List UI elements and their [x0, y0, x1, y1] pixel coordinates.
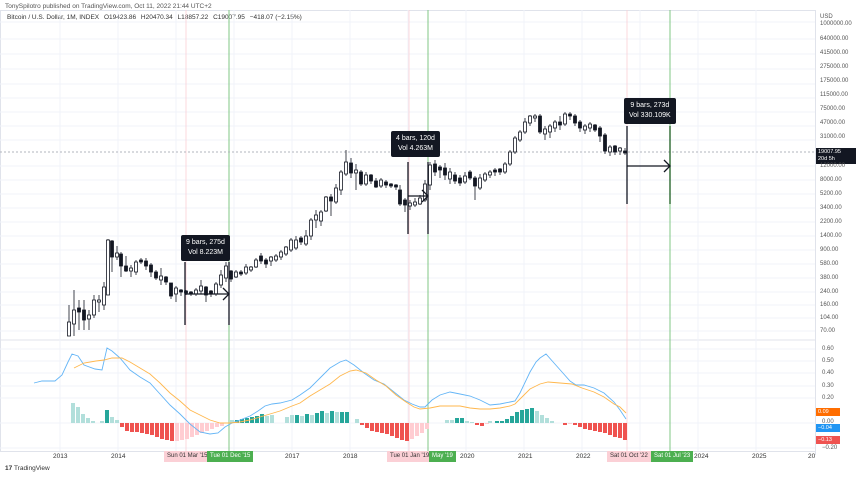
time-tick: 2022: [576, 453, 591, 460]
date-range-tool-1: [184, 262, 230, 325]
measurement-bars: 4 bars, 120d: [396, 135, 435, 142]
ohlc-change: −418.07 (−2.15%): [249, 14, 302, 21]
price-tick: 1000000.00: [820, 21, 852, 27]
price-tick: 115000.00: [820, 92, 848, 98]
price-tick: 12000.00: [820, 163, 846, 169]
price-tick: 5200.00: [820, 191, 842, 197]
current-price-tag: 19007.95 20d 5h: [816, 148, 856, 164]
macd-tick: 0.60: [822, 346, 834, 352]
measurement-box-2: 4 bars, 120d Vol 4.263M: [391, 131, 440, 157]
time-tick: 2017: [285, 453, 300, 460]
macd-tick: 0.40: [822, 370, 834, 376]
date-range-tool-3: [626, 126, 671, 204]
range-end-label: May '19: [429, 451, 456, 462]
measurement-bars: 9 bars, 273d: [630, 102, 670, 109]
time-tick: 2024: [694, 453, 709, 460]
ohlc-open: O19423.86: [103, 14, 137, 21]
time-tick: 2021: [518, 453, 533, 460]
publisher-line: TonySpilotro published on TradingView.co…: [5, 3, 212, 10]
price-tick: 70.00: [820, 328, 836, 334]
brand-name: TradingView: [13, 465, 50, 472]
ohlc-high: H20470.34: [140, 14, 173, 21]
range-start-label: Tue 01 Jan '19: [387, 451, 433, 462]
macd-tick: 0.00: [822, 419, 834, 425]
current-price: 19007.95: [818, 149, 841, 155]
price-tick: 275000.00: [820, 64, 849, 70]
macd-histogram: [71, 403, 627, 441]
measurement-bars: 9 bars, 275d: [186, 239, 225, 246]
price-tick: 31000.00: [820, 134, 846, 140]
price-tick: 175000.00: [820, 78, 849, 84]
macd-tick: 0.30: [822, 383, 834, 389]
bar-countdown: 20d 5h: [818, 156, 835, 162]
measurement-volume: Vol 4.263M: [397, 145, 433, 152]
currency-label: USD: [820, 14, 833, 20]
signal-line: [73, 357, 627, 424]
time-tick: 2025: [752, 453, 767, 460]
measurement-box-3: 9 bars, 273d Vol 330.109K: [624, 98, 676, 124]
price-tick: 240.00: [820, 289, 839, 295]
ohlc-low: L18857.22: [177, 14, 209, 21]
price-tick: 900.00: [820, 247, 839, 253]
signal-value-tag: 0.09: [816, 408, 840, 416]
macd-tick: 0.20: [822, 395, 834, 401]
tradingview-icon: 17: [5, 465, 13, 472]
histogram-value-tag: −0.13: [816, 436, 840, 444]
price-tick: 75000.00: [820, 106, 846, 112]
price-axis[interactable]: [815, 10, 860, 455]
price-tick: 8000.00: [820, 177, 842, 183]
price-tick: 47000.00: [820, 120, 846, 126]
symbol-name[interactable]: Bitcoin / U.S. Dollar, 1M, INDEX: [7, 14, 100, 21]
macd-tick: −0.20: [822, 445, 838, 451]
macd-value-tag: −0.04: [816, 424, 840, 432]
price-tick: 580.00: [820, 261, 839, 267]
range-end-label: Sat 01 Jul '23: [651, 451, 694, 462]
price-tick: 160.00: [820, 302, 839, 308]
measurement-volume: Vol 8.223M: [187, 249, 223, 256]
measurement-box-1: 9 bars, 275d Vol 8.223M: [181, 235, 230, 261]
time-tick: 2018: [343, 453, 358, 460]
time-tick: 2014: [111, 453, 126, 460]
price-tick: 415000.00: [820, 50, 849, 56]
price-tick: 3400.00: [820, 205, 842, 211]
price-tick: 640000.00: [820, 36, 849, 42]
price-tick: 2200.00: [820, 219, 842, 225]
price-tick: 1400.00: [820, 233, 842, 239]
candlesticks: [67, 112, 627, 337]
time-tick: 20: [808, 453, 816, 460]
time-tick: 2020: [460, 453, 475, 460]
measurement-volume: Vol 330.109K: [629, 112, 671, 119]
price-tick: 380.00: [820, 275, 839, 281]
macd-tick: 0.50: [822, 358, 834, 364]
range-end-label: Tue 01 Dec '15: [207, 451, 254, 462]
time-tick: 2013: [53, 453, 68, 460]
date-range-tool-2: [407, 162, 429, 234]
range-start-label: Sat 01 Oct '22: [607, 451, 651, 462]
tradingview-logo[interactable]: 17 TradingView: [5, 465, 50, 472]
macd-line: [33, 347, 627, 435]
price-tick: 104.00: [820, 315, 839, 321]
range-start-label: Sun 01 Mar '15: [164, 451, 211, 462]
